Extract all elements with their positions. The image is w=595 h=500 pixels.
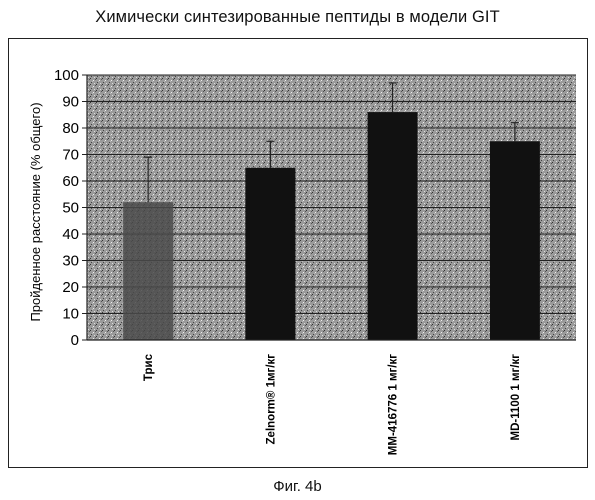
x-tick-label: Трис bbox=[143, 353, 155, 381]
y-tick-label: 100 bbox=[54, 67, 79, 84]
bar bbox=[245, 167, 296, 340]
y-tick-label: 60 bbox=[62, 173, 79, 190]
chart-frame bbox=[8, 38, 588, 468]
chart-title: Химически синтезированные пептиды в моде… bbox=[95, 8, 500, 26]
x-tick-label: MM-416776 1 мг/кг bbox=[388, 354, 400, 455]
y-tick-label: 10 bbox=[62, 306, 79, 323]
bar bbox=[489, 141, 540, 340]
x-tick-label: Zelnorm® 1мг/кг bbox=[265, 354, 277, 445]
y-tick-label: 70 bbox=[62, 147, 79, 164]
bar bbox=[123, 202, 174, 340]
figure-caption: Фиг. 4b bbox=[273, 478, 322, 495]
y-tick-label: 40 bbox=[62, 226, 79, 243]
y-tick-label: 0 bbox=[71, 332, 79, 349]
y-tick-label: 20 bbox=[62, 279, 79, 296]
y-tick-label: 30 bbox=[62, 253, 79, 270]
bar bbox=[367, 112, 418, 340]
y-tick-label: 50 bbox=[62, 200, 79, 217]
y-axis-label: Пройденное расстояние (% общего) bbox=[28, 102, 43, 321]
y-tick-label: 90 bbox=[62, 94, 79, 111]
x-tick-label: MD-1100 1 мг/кг bbox=[510, 354, 522, 441]
y-tick-label: 80 bbox=[62, 120, 79, 137]
